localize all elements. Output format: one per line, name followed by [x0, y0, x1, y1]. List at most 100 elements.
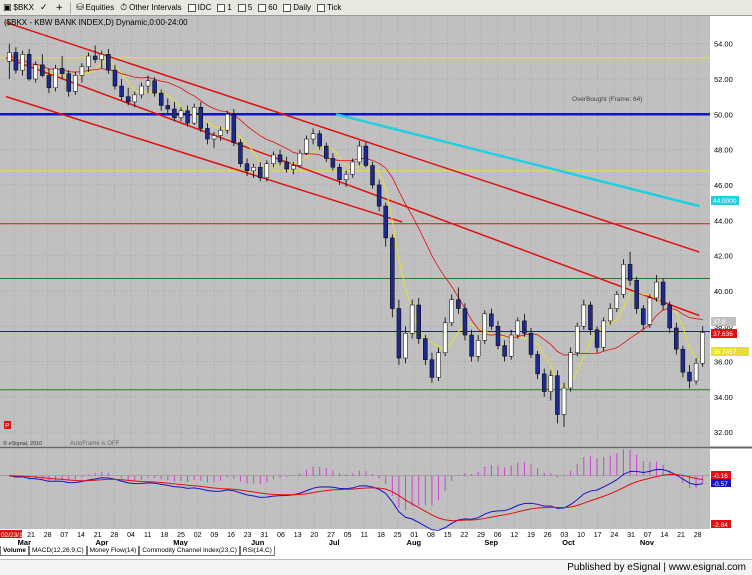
footer: Published by eSignal | www.esignal.com — [0, 559, 752, 575]
x-tick-label: 14 — [660, 532, 668, 539]
candle-up — [568, 352, 573, 389]
x-tick-label: 20 — [310, 532, 318, 539]
candle-up — [482, 313, 488, 341]
cyan-ma-line — [335, 113, 700, 208]
candle-down — [423, 338, 428, 361]
candle-down — [522, 320, 527, 334]
x-tick-label: 23 — [244, 532, 252, 539]
candle-down — [667, 304, 672, 329]
tab-cci[interactable]: Commodity Channel Index(23,C) — [139, 546, 240, 556]
candle-up — [693, 363, 699, 382]
y-tick-label: 50.00 — [714, 110, 733, 119]
interval-60[interactable]: 60 — [255, 1, 280, 15]
candle-up — [403, 333, 408, 359]
interval-5-label: 5 — [247, 3, 253, 12]
candle-down — [66, 73, 71, 92]
candle-up — [647, 297, 653, 325]
idc-checkbox[interactable] — [187, 3, 196, 12]
x-tick-label: 29 — [477, 532, 485, 539]
candle-down — [555, 375, 560, 415]
trend-channels — [5, 21, 703, 390]
interval-daily-checkbox[interactable] — [283, 3, 292, 12]
ma-price-text: 36.7457 — [713, 349, 737, 356]
candle-down — [238, 142, 243, 164]
interval-5-checkbox[interactable] — [237, 3, 246, 12]
candle-up — [436, 352, 441, 378]
candle-up — [139, 85, 144, 96]
interval-tick[interactable]: Tick — [314, 1, 344, 15]
ma-price-tag — [711, 347, 749, 356]
plus-button[interactable]: + — [53, 1, 69, 15]
candle-down — [535, 354, 540, 375]
idc-toggle[interactable]: IDC — [185, 1, 215, 15]
chart-area[interactable]: 32.00 34.00 36.00 38.00 40.00 42.00 44.00 46.00… — [0, 16, 752, 559]
y-tick-label: 48.00 — [714, 146, 733, 155]
candle-down — [185, 110, 190, 124]
candle-up — [608, 308, 613, 322]
candle-down — [627, 264, 633, 281]
tab-money-flow[interactable]: Money Flow(14) — [86, 546, 140, 556]
x-tick-label: 26 — [544, 532, 552, 539]
interval-daily[interactable]: Daily — [280, 1, 314, 15]
x-tick-label: 28 — [110, 532, 118, 539]
x-month-label: Oct — [562, 538, 575, 547]
candle-up — [581, 304, 587, 327]
y-tick-label: 32.00 — [714, 428, 733, 437]
interval-tick-checkbox[interactable] — [316, 3, 325, 12]
x-tick-label: 31 — [260, 532, 268, 539]
candle-down — [231, 114, 237, 143]
candle-up — [561, 387, 567, 415]
y-tick-label: 46.00 — [714, 181, 733, 190]
macd-tag-2-text: -0.57 — [713, 481, 728, 488]
macd-tag-3 — [711, 520, 731, 528]
candle-down — [165, 105, 171, 110]
candle-down — [495, 325, 501, 346]
x-tick-label: 07 — [644, 532, 652, 539]
copyright-label: © eSignal, 2010 — [3, 440, 42, 447]
interval-1[interactable]: 1 — [214, 1, 234, 15]
interval-1-checkbox[interactable] — [217, 3, 226, 12]
overbought-label: OverBought (Frame: 64) — [572, 96, 642, 103]
candle-down — [244, 163, 250, 172]
y-tick-label: 36.00 — [714, 358, 733, 367]
tab-rsi[interactable]: RSI(14,C) — [239, 546, 275, 556]
candle-down — [125, 96, 131, 103]
candle-down — [59, 68, 65, 74]
toolbar: ▣ $BKX ✓ + ⛁ Equities ⏱ Other Intervals IDC… — [0, 0, 752, 16]
x-tick-label: 03 — [560, 532, 568, 539]
candle-up — [475, 340, 481, 357]
x-month-label: Sep — [484, 538, 498, 547]
macd-panel — [0, 449, 710, 531]
y-tick-label: 44.00 — [714, 216, 733, 225]
upper-channel-line — [5, 21, 700, 253]
mid-channel-line — [5, 57, 700, 317]
x-tick-label: 09 — [210, 532, 218, 539]
y-tick-label: 54.00 — [714, 40, 733, 49]
tab-macd[interactable]: MACD(12,26,9,C) — [29, 546, 87, 556]
equities-menu[interactable]: ⛁ Equities — [73, 1, 117, 15]
chart-header: ($BKX - KBW BANK INDEX,D) Dynamic,0:00-2… — [4, 18, 188, 27]
interval-daily-label: Daily — [293, 3, 311, 12]
x-tick-label: 25 — [394, 532, 402, 539]
check-mark-button[interactable]: ✓ — [37, 1, 53, 15]
interval-tick-label: Tick — [326, 3, 342, 12]
interval-5[interactable]: 5 — [235, 1, 255, 15]
x-month-label: May — [173, 538, 188, 547]
candle-up — [20, 54, 25, 71]
candle-down — [660, 281, 666, 306]
date-box — [0, 530, 22, 538]
tab-volume[interactable]: Volume — [0, 546, 29, 556]
autoframe-label: AutoFrame is OFF — [70, 441, 120, 447]
candle-down — [337, 167, 342, 180]
macd-tag-1-text: -0.16 — [713, 473, 728, 480]
x-tick-label: 21 — [94, 532, 102, 539]
candle-down — [396, 308, 402, 359]
candle-up — [357, 145, 362, 163]
candle-up — [218, 129, 223, 136]
candle-down — [502, 345, 507, 357]
symbol-field[interactable]: ▣ $BKX — [0, 1, 37, 15]
price-chart[interactable]: 32.00 34.00 36.00 38.00 40.00 42.00 44.00 46.00… — [0, 16, 752, 559]
price-tag-44 — [711, 196, 739, 205]
interval-60-checkbox[interactable] — [258, 3, 267, 12]
intervals-menu[interactable]: ⏱ Other Intervals — [117, 1, 185, 15]
